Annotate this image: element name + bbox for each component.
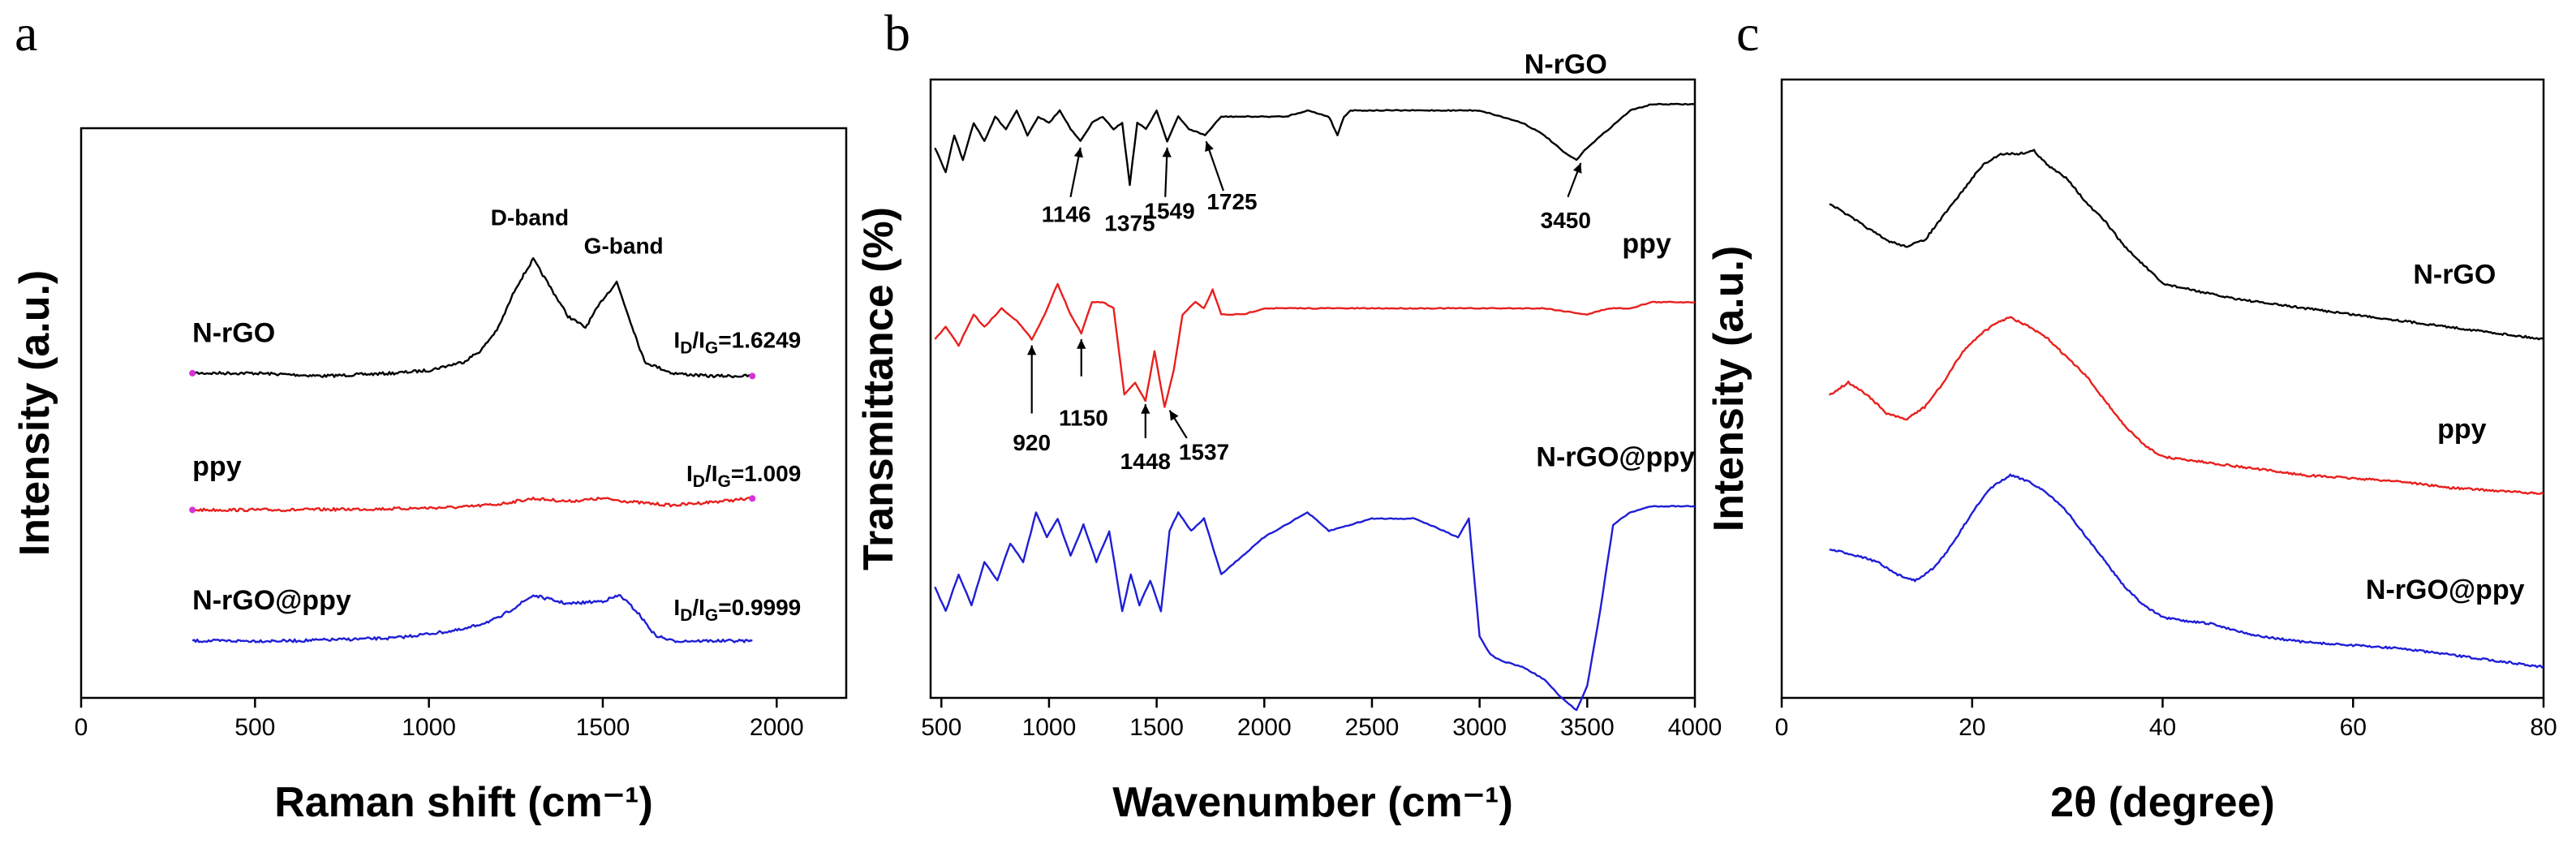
band-label: D-band — [491, 204, 569, 230]
series-label: N-rGO@ppy — [2366, 575, 2525, 605]
arrow-head — [1169, 410, 1179, 421]
series-label: N-rGO@ppy — [1536, 441, 1695, 472]
panel-a: a 0 500 1000 1500 2000 Raman shift (cm⁻¹) Inten… — [11, 4, 848, 826]
series-line-n-rgo — [1829, 149, 2544, 341]
series-label: ppy — [192, 451, 242, 482]
x-tick-label: 2500 — [1345, 714, 1400, 741]
band-label: G-band — [584, 233, 664, 258]
y-axis-title: Transmittance (%) — [855, 207, 902, 570]
x-tick-label: 4000 — [1668, 714, 1722, 741]
ratio-label: ID/IG=0.9999 — [673, 595, 801, 625]
arrow — [1567, 162, 1582, 198]
y-axis-title: Intensity (a.u.) — [11, 270, 58, 556]
arrow — [1141, 404, 1150, 438]
series-line-ppy — [1828, 316, 2544, 495]
panel-c: c 0 20 40 60 80 2θ (degree) Intensity (a.u.) N-r… — [1705, 4, 2557, 826]
series-label: N-rGO — [2413, 259, 2496, 290]
x-tick-label: 60 — [2340, 714, 2367, 741]
arrow — [1168, 410, 1188, 439]
x-tick-label: 20 — [1959, 714, 1985, 741]
plot-frame — [929, 78, 1697, 699]
end-marker — [749, 372, 756, 380]
y-axis-title: Intensity (a.u.) — [1705, 246, 1752, 532]
arrow — [1205, 140, 1224, 192]
x-tick-label: 3000 — [1452, 714, 1507, 741]
x-tick-label: 0 — [1775, 714, 1789, 741]
arrow-head — [1027, 345, 1037, 355]
panel-b: b 500 1000 1500 2000 2500 3000 3500 4000 Wavenumb… — [855, 4, 1722, 826]
x-tick-label: 1500 — [1129, 714, 1184, 741]
x-tick-label: 1000 — [402, 714, 456, 741]
arrow — [1027, 345, 1037, 414]
x-tick-label: 2000 — [750, 714, 804, 741]
series-line-n-rgo — [191, 257, 753, 379]
series-line-n-rgo-ppy — [934, 505, 1696, 712]
x-tick-label: 1000 — [1022, 714, 1077, 741]
arrow-head — [1141, 404, 1150, 414]
series-line-ppy — [934, 282, 1696, 408]
arrow-head — [1205, 141, 1214, 153]
peak-label: 920 — [1013, 430, 1051, 455]
panel-label: b — [884, 4, 910, 62]
end-marker — [189, 369, 196, 377]
series-label: N-rGO — [1525, 49, 1607, 80]
x-tick-label: 40 — [2149, 714, 2176, 741]
x-axis-title: 2θ (degree) — [2050, 779, 2275, 826]
ratio-label: ID/IG=1.009 — [686, 461, 801, 491]
x-tick-label: 500 — [921, 714, 961, 741]
series-line-ppy — [192, 496, 753, 513]
peak-label: 1146 — [1042, 201, 1091, 226]
peak-label: 3450 — [1541, 208, 1591, 233]
peak-label: 1448 — [1120, 449, 1171, 474]
series-label: N-rGO — [192, 317, 275, 348]
x-tick-label: 0 — [75, 714, 88, 741]
arrow-head — [1077, 339, 1086, 349]
series-line-n-rgo-ppy — [1829, 473, 2544, 669]
arrow — [1069, 147, 1083, 197]
x-tick-label: 3500 — [1560, 714, 1615, 741]
peak-label: 1549 — [1144, 198, 1194, 223]
arrow — [1077, 339, 1086, 377]
arrow-head — [1073, 147, 1083, 158]
series-label: ppy — [2437, 414, 2487, 445]
peak-label: 1725 — [1206, 189, 1257, 214]
panel-label: a — [15, 4, 37, 62]
series-label: ppy — [1622, 228, 1671, 259]
series-line-n-rgo — [934, 102, 1696, 187]
arrow-head — [1162, 147, 1172, 157]
x-axis-title: Wavenumber (cm⁻¹) — [1112, 779, 1513, 826]
series-label: N-rGO@ppy — [192, 585, 351, 616]
arrow — [1162, 147, 1172, 197]
x-tick-label: 80 — [2530, 714, 2557, 741]
x-tick-label: 2000 — [1237, 714, 1292, 741]
series-line-n-rgo-ppy — [191, 594, 753, 644]
x-tick-label: 1500 — [576, 714, 630, 741]
plot-frame — [80, 127, 848, 699]
end-marker — [189, 506, 196, 514]
panel-label: c — [1736, 4, 1759, 62]
ratio-label: ID/IG=1.6249 — [673, 327, 801, 357]
x-axis-title: Raman shift (cm⁻¹) — [274, 779, 653, 826]
x-tick-label: 500 — [234, 714, 275, 741]
peak-label: 1375 — [1104, 211, 1155, 236]
end-marker — [749, 495, 756, 502]
peak-label: 1537 — [1179, 440, 1229, 465]
peak-label: 1150 — [1059, 406, 1108, 431]
arrow-head — [1572, 162, 1582, 174]
